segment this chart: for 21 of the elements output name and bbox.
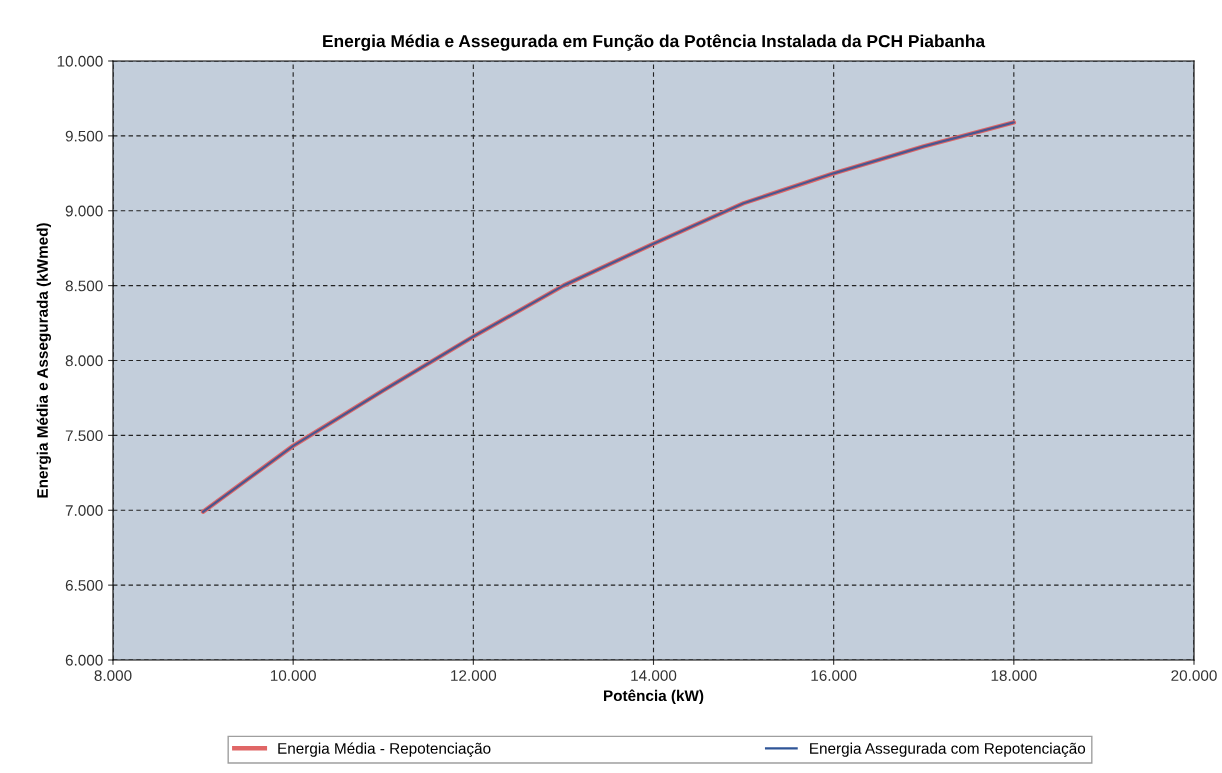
y-tick-label: 6.500	[65, 579, 103, 591]
x-tick-label: 8.000	[94, 670, 132, 681]
y-tick-label: 9.000	[65, 205, 103, 217]
legend-label: Energia Média - Repotenciação	[278, 742, 491, 757]
y-tick-label: 6.000	[65, 654, 103, 666]
x-axis-title: Potência (kW)	[604, 689, 704, 705]
chart-title: Energia Média e Assegurada em Função da Potência Instalada da PCH Piabanha	[323, 34, 986, 51]
y-axis-title: Energia Média e Assegurada (kWmed)	[36, 223, 51, 498]
x-tick-label: 20.000	[1171, 670, 1217, 681]
y-tick-label: 10.000	[57, 55, 103, 67]
y-tick-label: 7.000	[65, 505, 103, 516]
legend-label: Energia Assegurada com Repotenciação	[810, 742, 1086, 757]
x-tick-label: 14.000	[631, 670, 677, 681]
x-tick-label: 12.000	[451, 670, 497, 681]
x-tick-label: 10.000	[270, 670, 316, 681]
x-tick-label: 18.000	[991, 670, 1037, 681]
y-tick-label: 9.500	[65, 130, 103, 142]
y-tick-label: 8.000	[65, 355, 103, 367]
y-tick-label: 7.500	[65, 430, 103, 442]
y-tick-label: 8.500	[65, 280, 103, 292]
x-tick-label: 16.000	[811, 670, 857, 681]
